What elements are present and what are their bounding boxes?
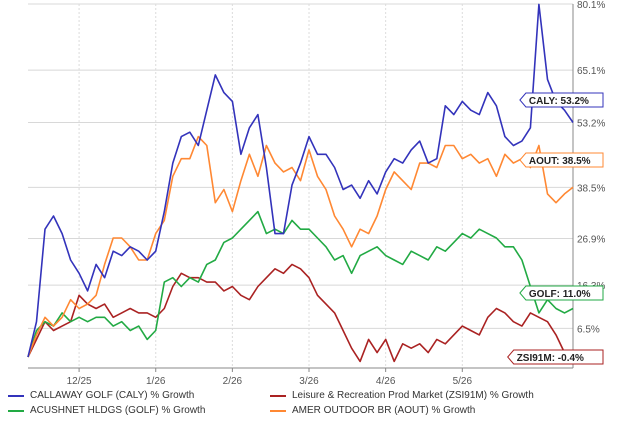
x-tick-label: 5/26 [453,376,473,387]
end-label-box [519,285,604,301]
end-label-golf: GOLF: 11.0% [519,285,604,301]
y-tick-label: 80.1% [577,0,605,11]
x-tick-label: 2/26 [223,376,243,387]
legend-swatch-zsi91m [270,394,286,397]
y-tick-label: 38.5% [577,183,605,194]
y-tick-label: 6.5% [577,324,600,335]
y-tick-label: 65.1% [577,66,605,77]
legend-item-zsi91m[interactable]: Leisure & Recreation Prod Market (ZSI91M… [270,390,534,401]
growth-line-chart: 80.1%65.1%53.2%38.5%26.9%16.3%6.5% 12/25… [27,0,605,387]
x-tick-label: 3/26 [299,376,319,387]
legend-item-golf[interactable]: ACUSHNET HLDGS (GOLF) % Growth [8,405,205,416]
x-axis: 12/25 1/26 2/26 3/26 4/26 5/26 [67,368,473,387]
y-tick-label: 53.2% [577,119,605,130]
series-layer [27,3,574,363]
end-label-box [507,349,604,365]
legend: CALLAWAY GOLF (CALY) % Growth Leisure & … [8,390,608,420]
end-label-text: CALY: 53.2% [529,96,589,107]
series-line-golf [27,210,574,358]
legend-label-caly: CALLAWAY GOLF (CALY) % Growth [30,390,195,401]
end-label-zsi91m: ZSI91M: -0.4% [507,349,604,365]
legend-swatch-caly [8,394,24,397]
legend-label-golf: ACUSHNET HLDGS (GOLF) % Growth [30,405,206,416]
legend-swatch-golf [8,409,24,412]
end-label-box [519,92,604,108]
end-labels: CALY: 53.2% ZSI91M: -0.4% GOLF: 11.0% AOUT:… [507,92,604,365]
legend-swatch-aout [270,409,286,412]
end-label-aout: AOUT: 38.5% [519,152,604,168]
series-line-zsi91m [27,263,574,363]
series-line-aout [27,135,574,358]
end-label-box [519,152,604,168]
legend-label-aout: AMER OUTDOOR BR (AOUT) % Growth [292,405,476,416]
end-label-text: GOLF: 11.0% [529,289,591,300]
y-axis: 80.1%65.1%53.2%38.5%26.9%16.3%6.5% [577,0,605,335]
x-tick-label: 1/26 [146,376,166,387]
grid-lines [28,3,574,369]
end-label-caly: CALY: 53.2% [519,92,604,108]
legend-label-zsi91m: Leisure & Recreation Prod Market (ZSI91M… [292,390,534,401]
x-tick-label: 4/26 [376,376,396,387]
y-tick-label: 26.9% [577,234,605,245]
series-line-caly [27,3,574,358]
end-label-text: ZSI91M: -0.4% [517,353,584,364]
legend-item-aout[interactable]: AMER OUTDOOR BR (AOUT) % Growth [270,405,475,416]
end-label-text: AOUT: 38.5% [529,156,591,167]
x-tick-label: 12/25 [67,376,92,387]
legend-item-caly[interactable]: CALLAWAY GOLF (CALY) % Growth [8,390,194,401]
